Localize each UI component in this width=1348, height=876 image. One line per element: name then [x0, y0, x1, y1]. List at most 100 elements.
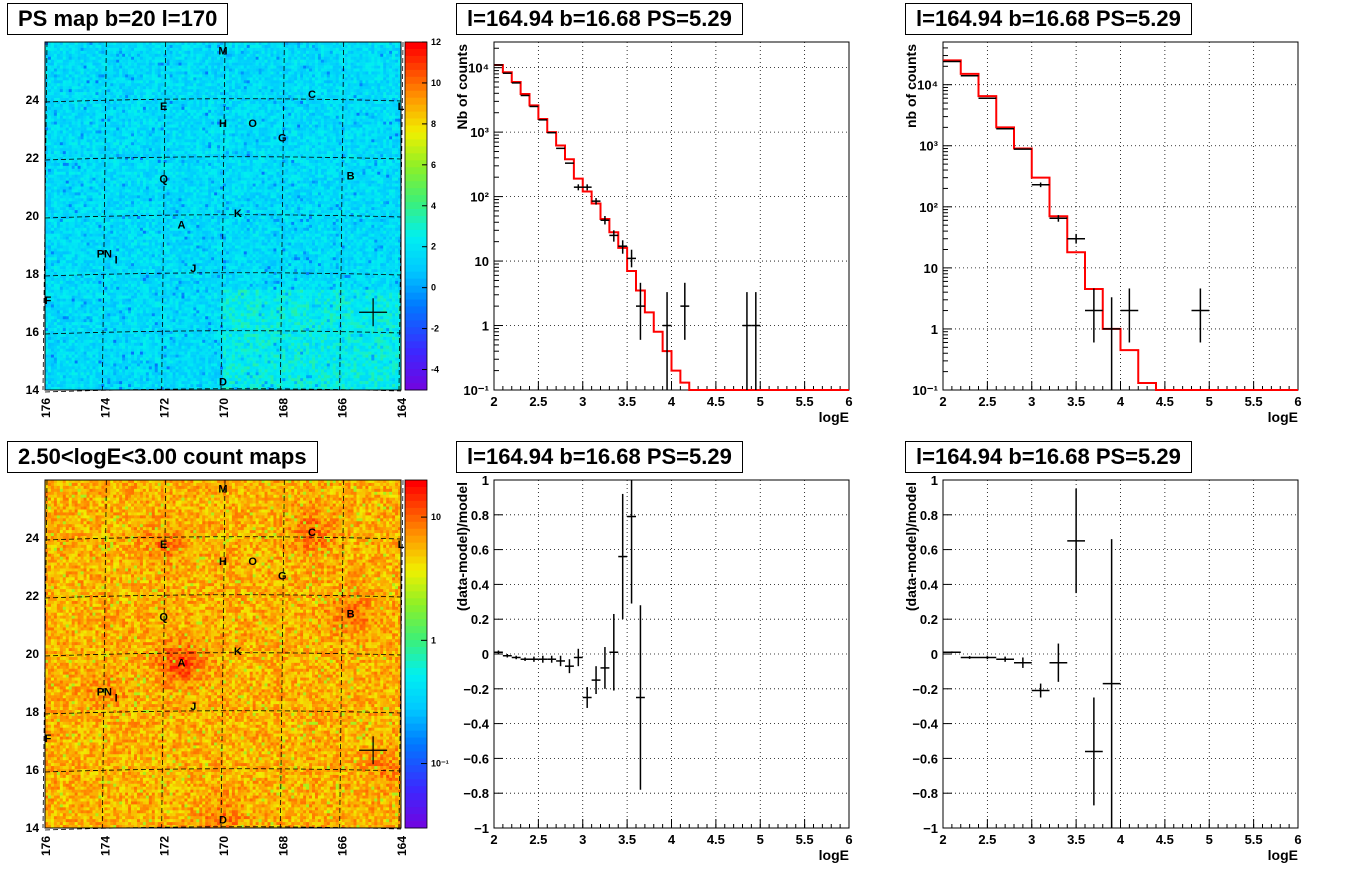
y-tick-label: 10⁻¹ [912, 383, 938, 398]
y-tick-label: 10 [475, 254, 489, 269]
y-tick-label: 10² [470, 190, 489, 205]
candidate-marker [359, 736, 388, 765]
spectrum-b-title: l=164.94 b=16.68 PS=5.29 [905, 3, 1192, 35]
y-axis-label: Nb of counts [454, 44, 470, 130]
graticule-parallel [44, 826, 402, 831]
graticule-parallel [44, 272, 402, 277]
map-x-tick-label: 164 [395, 398, 409, 418]
source-label: K [234, 208, 242, 220]
source-label: O [248, 556, 257, 568]
count-map-pad: 176 174 172 170 168 166 164 14 16 18 20 22 24 M C L E H O G… [26, 479, 449, 856]
source-label: O [248, 118, 257, 130]
graticule-parallel [44, 330, 402, 335]
x-tick-label: 4.5 [707, 394, 725, 409]
y-tick-label: −0.2 [912, 682, 938, 697]
y-tick-label: 1 [482, 319, 489, 334]
x-tick-label: 5.5 [1245, 394, 1263, 409]
counts-spectrum-pad-b: 2 2.5 3 3.5 4 4.5 5 5.5 6 10⁻¹ 1 10 10² 10³ 10⁴ logE nb … [903, 41, 1302, 425]
x-tick-label: 4 [1117, 832, 1125, 847]
y-tick-label: −0.4 [463, 717, 489, 732]
x-tick-label: 4.5 [1156, 394, 1174, 409]
residuals-pad-b: 2 2.5 3 3.5 4 4.5 5 5.5 6 −1 −0.8 −0.6 −0.4 −0.2 0 0.2 0… [903, 473, 1302, 863]
y-tick-label: 0.6 [471, 543, 489, 558]
graticule-meridian [161, 479, 167, 829]
map-x-tick-label: 164 [395, 836, 409, 856]
source-label: D [219, 814, 227, 826]
y-tick-label: −1 [923, 821, 938, 836]
colorbar-tick-label: 10 [431, 512, 441, 522]
y-tick-label: 10⁻¹ [463, 383, 489, 398]
map-y-tick-label: 22 [26, 151, 40, 165]
source-label: H [219, 556, 227, 568]
x-tick-label: 5 [1206, 394, 1213, 409]
map-x-tick-label: 168 [276, 398, 290, 418]
y-tick-label: 1 [482, 473, 489, 488]
source-label: PN [97, 249, 112, 261]
y-tick-label: 1 [931, 473, 938, 488]
y-tick-label: 10⁴ [468, 61, 489, 76]
map-y-tick-label: 18 [26, 267, 40, 281]
map-y-tick-label: 16 [26, 325, 40, 339]
y-tick-label: 0.2 [471, 612, 489, 627]
candidate-marker [359, 298, 388, 327]
map-y-tick-label: 14 [26, 383, 40, 397]
y-axis-label: nb of counts [903, 44, 919, 128]
y-tick-label: 0 [482, 647, 489, 662]
graticule-parallel [44, 536, 402, 541]
x-tick-label: 2 [490, 832, 497, 847]
source-label: C [308, 89, 316, 101]
y-tick-label: 0.8 [471, 508, 489, 523]
heatmap-cells [45, 480, 402, 829]
colorbar-tick-label: 10⁻¹ [431, 759, 449, 769]
plot-frame [493, 41, 850, 391]
graticule-meridian [398, 41, 404, 391]
graticule-parallel [44, 156, 402, 161]
colorbar-tick-label: 12 [431, 37, 441, 47]
x-tick-label: 6 [1294, 394, 1301, 409]
heatmap-cells [45, 42, 402, 391]
map-y-tick-label: 20 [26, 647, 40, 661]
x-tick-label: 3.5 [618, 832, 636, 847]
y-tick-label: 1 [931, 322, 938, 337]
residuals-a-title: l=164.94 b=16.68 PS=5.29 [456, 441, 743, 473]
map-frame [44, 41, 402, 391]
x-tick-label: 4.5 [707, 832, 725, 847]
source-label: Q [159, 611, 168, 623]
source-label: F [45, 733, 52, 745]
colorbar-tick-label: 8 [431, 119, 436, 129]
x-axis-label: logE [1268, 847, 1298, 863]
y-tick-label: 10 [924, 261, 938, 276]
x-tick-label: 3 [579, 832, 586, 847]
source-label: F [45, 295, 52, 307]
x-axis-label: logE [1268, 409, 1298, 425]
y-tick-label: 10³ [919, 139, 938, 154]
x-tick-label: 4.5 [1156, 832, 1174, 847]
x-tick-label: 3 [1028, 394, 1035, 409]
source-label: L [398, 101, 405, 113]
y-tick-label: 0.8 [920, 508, 938, 523]
y-tick-label: −1 [474, 821, 489, 836]
x-tick-label: 2.5 [978, 832, 996, 847]
residuals-pad-a: 2 2.5 3 3.5 4 4.5 5 5.5 6 −1 −0.8 −0.6 −0.4 −0.2 0 0.2 0… [454, 473, 853, 863]
graticule-parallel [44, 98, 402, 103]
colorbar-tick-label: 0 [431, 283, 436, 293]
graticule-parallel [44, 652, 402, 657]
colorbar [405, 480, 427, 829]
graticule-meridian [279, 41, 285, 391]
graticule-parallel [44, 768, 402, 773]
count-map-title: 2.50<logE<3.00 count maps [7, 441, 318, 473]
colorbar-frame [404, 41, 428, 391]
x-tick-label: 5.5 [796, 394, 814, 409]
colorbar-tick-label: -2 [431, 324, 439, 334]
map-x-tick-label: 176 [39, 836, 53, 856]
map-x-tick-label: 166 [336, 836, 350, 856]
colorbar-tick-label: 6 [431, 160, 436, 170]
x-tick-label: 3.5 [618, 394, 636, 409]
source-label: J [190, 263, 196, 275]
source-label: G [278, 571, 287, 583]
map-y-tick-label: 24 [26, 531, 40, 545]
x-tick-label: 2.5 [529, 394, 547, 409]
y-tick-label: 0 [931, 647, 938, 662]
graticule-meridian [42, 479, 48, 829]
